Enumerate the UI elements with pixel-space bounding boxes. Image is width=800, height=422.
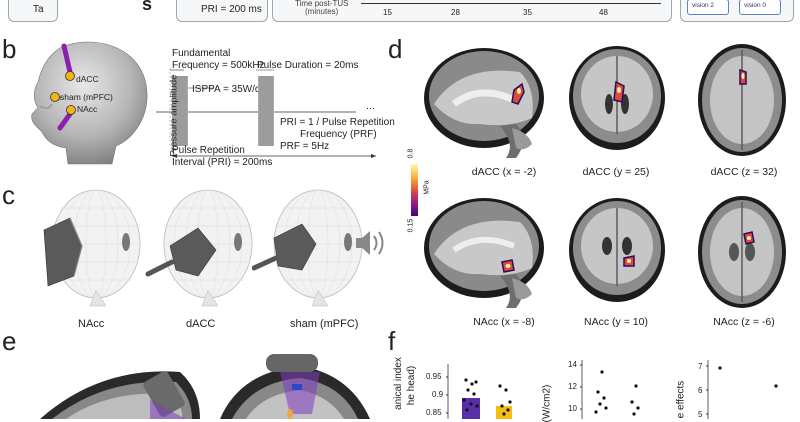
- top-pri-label: PRI = 200 ms: [201, 4, 262, 15]
- top-timeline-box: Time post-TUS (minutes) 15 28 35 48: [272, 0, 672, 22]
- prf-label: PRF = 5Hz: [280, 141, 330, 152]
- plot1-tick-09: 0.9: [432, 390, 444, 399]
- mri-nacc-axial: [692, 190, 792, 312]
- plot3-tick-6: 6: [698, 386, 703, 395]
- vision-chip-1: vision 2: [687, 0, 729, 15]
- dacc-probe: [61, 43, 73, 75]
- plot2-tick-10: 10: [568, 404, 577, 413]
- mri-label-nacc-y: NAcc (y = 10): [584, 316, 648, 328]
- mri-label-nacc-z: NAcc (z = -6): [713, 316, 775, 328]
- plot3-tick-7: 7: [698, 362, 703, 371]
- fundamental-line2: Frequency = 500kHz: [172, 60, 265, 71]
- tick-28: 28: [451, 8, 460, 17]
- pressure-colorbar: [411, 164, 418, 216]
- plot1-ylabel-1: anical index: [392, 357, 404, 410]
- head-with-targets: [31, 41, 148, 165]
- waveform-ellipsis: ...: [366, 100, 375, 112]
- mri-label-dacc-x: dACC (x = -2): [471, 166, 537, 178]
- plot1-ylabel-2: he head): [406, 365, 418, 406]
- head-model-sham: [252, 189, 384, 307]
- top-left-box: Ta: [8, 0, 58, 22]
- mri-dacc-sagittal: [420, 44, 550, 160]
- panel-e-letter: e: [2, 326, 17, 356]
- top-pri-box: PRI = 200 ms: [176, 0, 268, 22]
- pulse-rep-line2: Interval (PRI) = 200ms: [172, 157, 273, 168]
- dacc-focus-sagittal: [511, 82, 525, 105]
- mri-label-dacc-z: dACC (z = 32): [710, 166, 778, 178]
- colorbar-unit: MPa: [423, 180, 431, 195]
- plot1: [446, 364, 512, 419]
- transducer-e2: [266, 354, 318, 372]
- panel-e-images: [40, 354, 370, 419]
- nacc-probe: [57, 111, 73, 131]
- pri-def-line2: Frequency (PRF): [300, 129, 377, 140]
- plot1-tick-095: 0.95: [426, 372, 442, 381]
- time-label-2: (minutes): [305, 7, 339, 16]
- plot1-tick-085: 0.85: [426, 408, 442, 417]
- head-label-dacc: dACC: [76, 74, 99, 84]
- pulse-rep-line1: Pulse Repetition: [172, 145, 245, 156]
- transducer-dacc: [169, 227, 217, 277]
- mri-nacc-sagittal: [420, 194, 550, 310]
- tick-48: 48: [599, 8, 608, 17]
- model-label-dacc: dACC: [186, 318, 216, 330]
- panel-b-letter: b: [2, 34, 17, 64]
- panel-c-letter: c: [2, 180, 15, 210]
- dacc-target-icon: [65, 71, 75, 81]
- vision-label-2: vision 0: [744, 2, 767, 9]
- vision-box: vision 2 vision 0: [680, 0, 794, 22]
- waveform-diagram: [156, 68, 376, 158]
- head-label-sham: sham (mPFC): [60, 92, 113, 102]
- plot3-tick-5: 5: [698, 410, 703, 419]
- colorbar-min: 0.15: [407, 218, 415, 233]
- transducer-sham: [273, 223, 317, 271]
- pri-def-line1: PRI = 1 / Pulse Repetition: [280, 117, 395, 128]
- mri-dacc-coronal: [562, 42, 672, 158]
- top-left-label: Ta: [33, 4, 44, 15]
- nacc-target-icon: [66, 105, 76, 115]
- head-label-nacc: NAcc: [77, 104, 98, 114]
- transducer-e1: [143, 371, 185, 417]
- mri-label-dacc-y: dACC (y = 25): [582, 166, 650, 178]
- colorbar-max: 0.8: [407, 148, 415, 159]
- vision-chip-2: vision 0: [739, 0, 781, 15]
- speaker-icon: [356, 231, 384, 255]
- top-panel-letter: s: [142, 0, 153, 14]
- isppa-label: ISPPA = 35W/cm²: [192, 84, 272, 95]
- plot2-ylabel: (W/cm2): [541, 384, 553, 422]
- timeline-axis: [361, 3, 661, 4]
- mri-dacc-axial: [692, 38, 792, 160]
- sham-target-icon: [50, 92, 60, 102]
- plot2-tick-14: 14: [568, 360, 577, 369]
- mri-label-nacc-x: NAcc (x = -8): [473, 316, 535, 328]
- model-label-sham: sham (mPFC): [290, 318, 359, 330]
- tick-35: 35: [523, 8, 532, 17]
- vision-label-1: vision 2: [692, 2, 715, 9]
- plot2: [580, 360, 640, 419]
- pulse-duration: Pulse Duration = 20ms: [257, 60, 359, 71]
- panel-f-letter: f: [388, 326, 396, 356]
- head-model-dacc: [145, 189, 253, 307]
- tick-15: 15: [383, 8, 392, 17]
- mri-nacc-coronal: [562, 194, 672, 310]
- fundamental-line1: Fundamental: [172, 48, 231, 59]
- plot2-tick-12: 12: [568, 382, 577, 391]
- time-label-1: Time post-TUS: [295, 0, 349, 8]
- model-label-nacc: NAcc: [78, 318, 105, 330]
- plot3-ylabel: e effects: [675, 380, 687, 419]
- plot3: [706, 360, 778, 419]
- plot1-bar-1: [462, 398, 480, 419]
- head-model-nacc: [43, 189, 141, 307]
- panel-d-letter: d: [388, 34, 403, 64]
